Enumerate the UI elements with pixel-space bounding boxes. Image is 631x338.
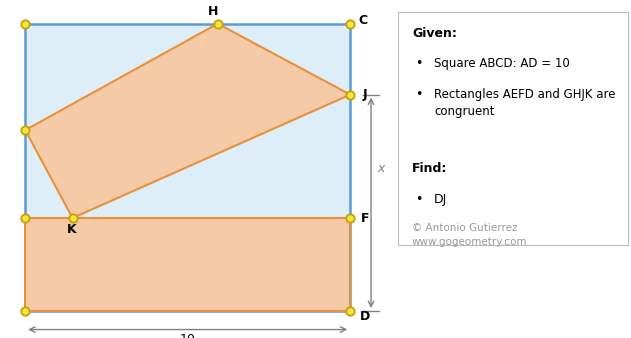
Text: •: • [415,57,423,70]
Text: x: x [377,163,385,175]
Text: Square ABCD: AD = 10: Square ABCD: AD = 10 [434,57,570,70]
Text: •: • [415,193,423,206]
Polygon shape [25,218,350,311]
Text: Find:: Find: [412,162,447,175]
Text: H: H [208,5,218,18]
Text: J: J [362,88,367,101]
Text: D: D [360,310,370,322]
Text: DJ: DJ [434,193,447,206]
Text: F: F [360,212,369,224]
Text: Given:: Given: [412,27,457,40]
Text: Rectangles AEFD and GHJK are
congruent: Rectangles AEFD and GHJK are congruent [434,88,616,118]
FancyBboxPatch shape [398,12,628,245]
Text: © Antonio Gutierrez
www.gogeometry.com: © Antonio Gutierrez www.gogeometry.com [412,223,528,247]
Text: C: C [358,14,367,27]
Text: K: K [66,223,76,236]
Text: 10: 10 [180,333,196,338]
Polygon shape [25,24,350,218]
Polygon shape [25,24,350,311]
Text: •: • [415,88,423,101]
